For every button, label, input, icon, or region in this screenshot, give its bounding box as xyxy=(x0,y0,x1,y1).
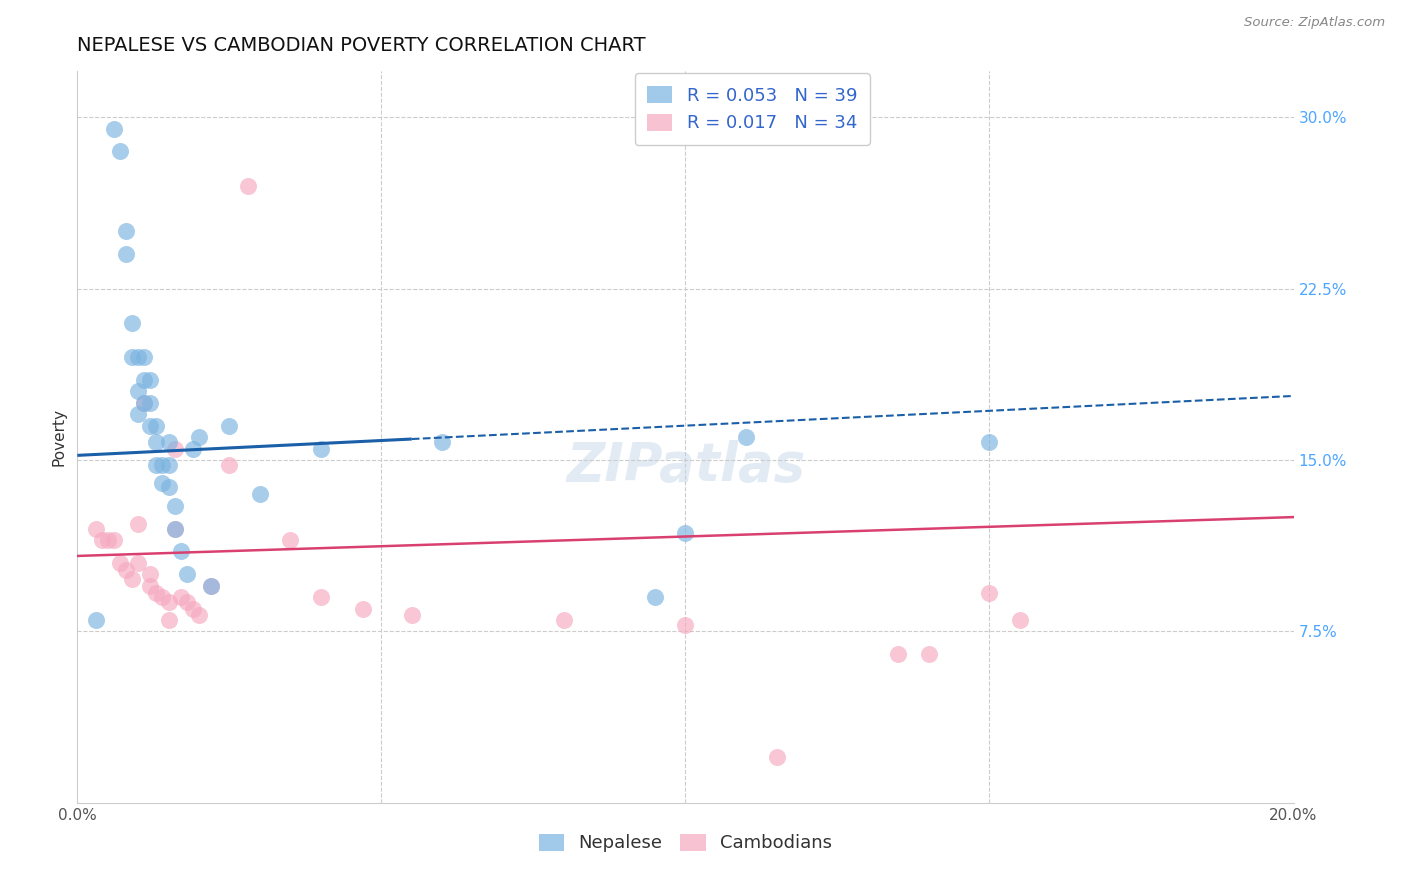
Point xyxy=(145,458,167,472)
Point xyxy=(152,475,174,490)
Text: NEPALESE VS CAMBODIAN POVERTY CORRELATION CHART: NEPALESE VS CAMBODIAN POVERTY CORRELATIO… xyxy=(77,36,645,54)
Point xyxy=(200,579,222,593)
Point xyxy=(115,224,138,238)
Point xyxy=(188,608,211,623)
Point xyxy=(90,533,112,547)
Point xyxy=(121,572,143,586)
Point xyxy=(157,458,180,472)
Point xyxy=(139,373,162,387)
Point xyxy=(157,595,180,609)
Y-axis label: Poverty: Poverty xyxy=(52,408,67,467)
Point xyxy=(278,533,301,547)
Point xyxy=(139,418,162,433)
Point xyxy=(134,396,156,410)
Point xyxy=(675,617,697,632)
Legend: Nepalese, Cambodians: Nepalese, Cambodians xyxy=(531,826,839,860)
Point xyxy=(170,544,193,558)
Point xyxy=(145,585,167,599)
Point xyxy=(115,247,138,261)
Point xyxy=(1008,613,1031,627)
Point xyxy=(139,396,162,410)
Point xyxy=(188,430,211,444)
Point xyxy=(765,750,787,764)
Point xyxy=(200,579,222,593)
Point xyxy=(108,145,131,159)
Point xyxy=(134,350,156,364)
Point xyxy=(127,384,149,399)
Point xyxy=(309,442,332,456)
Point xyxy=(108,556,131,570)
Point xyxy=(170,590,193,604)
Point xyxy=(218,418,240,433)
Point xyxy=(352,601,374,615)
Point xyxy=(121,316,143,330)
Point xyxy=(309,590,332,604)
Point xyxy=(163,442,186,456)
Point xyxy=(103,121,125,136)
Point xyxy=(139,567,162,582)
Point xyxy=(152,458,174,472)
Point xyxy=(145,418,167,433)
Point xyxy=(979,585,1001,599)
Point xyxy=(675,526,697,541)
Point xyxy=(181,442,204,456)
Point xyxy=(145,434,167,449)
Point xyxy=(979,434,1001,449)
Point xyxy=(644,590,666,604)
Point xyxy=(249,487,271,501)
Point xyxy=(401,608,423,623)
Point xyxy=(84,521,107,535)
Point xyxy=(115,563,138,577)
Point xyxy=(139,579,162,593)
Point xyxy=(134,396,156,410)
Point xyxy=(181,601,204,615)
Point xyxy=(176,595,198,609)
Point xyxy=(236,178,259,193)
Point xyxy=(127,407,149,421)
Point xyxy=(218,458,240,472)
Point xyxy=(157,480,180,494)
Point xyxy=(152,590,174,604)
Point xyxy=(127,350,149,364)
Point xyxy=(887,647,910,661)
Point xyxy=(163,521,186,535)
Point xyxy=(127,556,149,570)
Point xyxy=(735,430,758,444)
Point xyxy=(430,434,453,449)
Point xyxy=(163,499,186,513)
Point xyxy=(134,373,156,387)
Point xyxy=(127,516,149,531)
Point xyxy=(121,350,143,364)
Point xyxy=(176,567,198,582)
Point xyxy=(157,434,180,449)
Point xyxy=(157,613,180,627)
Point xyxy=(918,647,941,661)
Point xyxy=(97,533,120,547)
Point xyxy=(163,521,186,535)
Text: ZIPatlas: ZIPatlas xyxy=(565,441,806,492)
Point xyxy=(553,613,575,627)
Text: Source: ZipAtlas.com: Source: ZipAtlas.com xyxy=(1244,16,1385,29)
Point xyxy=(103,533,125,547)
Point xyxy=(84,613,107,627)
